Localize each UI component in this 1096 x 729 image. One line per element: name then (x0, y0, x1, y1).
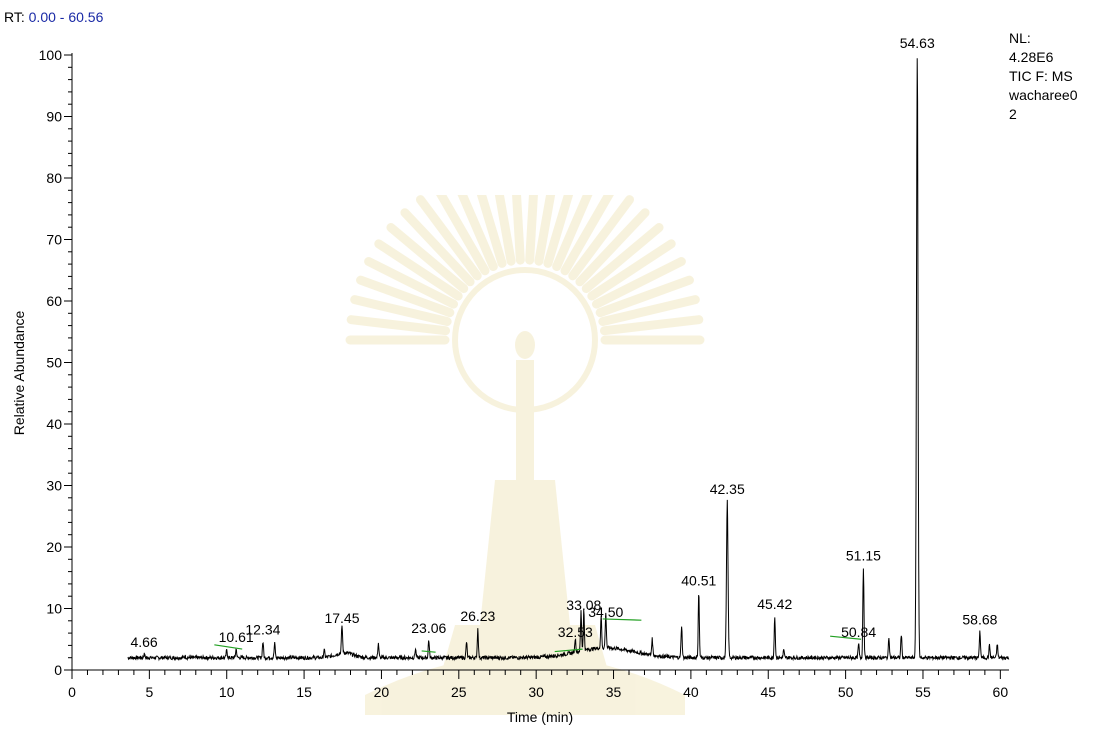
x-axis-label: Time (min) (507, 709, 573, 725)
x-tick-label: 60 (993, 684, 1009, 700)
x-tick-label: 45 (760, 684, 776, 700)
peak-label: 4.66 (130, 634, 157, 650)
peak-label: 34.50 (588, 604, 623, 620)
peak-label: 50.84 (841, 624, 876, 640)
tic-trace (127, 58, 1010, 662)
y-tick-label: 60 (46, 293, 62, 309)
peak-label: 32.53 (558, 624, 593, 640)
y-tick-label: 30 (46, 478, 62, 494)
x-tick-label: 40 (683, 684, 699, 700)
x-tick-label: 25 (451, 684, 467, 700)
peak-label: 45.42 (757, 596, 792, 612)
y-tick-label: 20 (46, 539, 62, 555)
integration-baseline (421, 650, 436, 653)
x-tick-label: 55 (915, 684, 931, 700)
watermark-seal (345, 195, 705, 715)
x-tick-label: 0 (68, 684, 76, 700)
integration-baseline (554, 648, 583, 653)
y-axis-label: Relative Abundance (11, 311, 27, 436)
peak-label: 54.63 (900, 35, 935, 51)
peak-label: 12.34 (245, 622, 280, 638)
y-tick-label: 10 (46, 601, 62, 617)
y-tick-label: 90 (46, 109, 62, 125)
y-tick-label: 0 (54, 662, 62, 678)
peak-label: 23.06 (411, 620, 446, 636)
y-tick-label: 70 (46, 232, 62, 248)
x-tick-label: 35 (606, 684, 622, 700)
normalization-info: NL: 4.28E6 TIC F: MS wacharee0 2 (1009, 29, 1078, 124)
peak-label: 40.51 (681, 573, 716, 589)
peak-label: 51.15 (846, 547, 881, 563)
scan-filter: TIC F: MS (1009, 68, 1073, 84)
peak-label: 58.68 (962, 611, 997, 627)
y-tick-label: 80 (46, 170, 62, 186)
integration-baseline (214, 644, 243, 650)
integration-baseline (602, 618, 642, 621)
file-name-cont: 2 (1009, 106, 1017, 122)
peak-label: 33.08 (566, 597, 601, 613)
x-tick-label: 5 (145, 684, 153, 700)
y-tick-label: 40 (46, 416, 62, 432)
x-tick-label: 50 (838, 684, 854, 700)
peak-label: 42.35 (710, 481, 745, 497)
nl-label: NL: (1009, 30, 1031, 46)
peak-label: 26.23 (460, 608, 495, 624)
rt-range-value: 0.00 - 60.56 (28, 9, 104, 25)
trace-layer (127, 58, 1010, 662)
nl-value: 4.28E6 (1009, 49, 1054, 65)
y-tick-label: 50 (46, 355, 62, 371)
integration-baseline (830, 635, 862, 640)
axes: 0 10 20 30 40 50 60 70 80 90 100 0 5 10 15 20 25 30 35 40 45… (39, 47, 1009, 700)
rt-range-header: RT: 0.00 - 60.56 (4, 9, 103, 25)
peak-label: 10.61 (219, 629, 254, 645)
file-name: wacharee0 (1009, 87, 1078, 103)
x-tick-label: 30 (528, 684, 544, 700)
x-tick-label: 10 (219, 684, 235, 700)
rt-prefix: RT: (4, 9, 25, 25)
y-tick-label: 100 (39, 47, 63, 63)
x-tick-label: 20 (374, 684, 390, 700)
peak-label: 17.45 (324, 610, 359, 626)
x-tick-label: 15 (296, 684, 312, 700)
